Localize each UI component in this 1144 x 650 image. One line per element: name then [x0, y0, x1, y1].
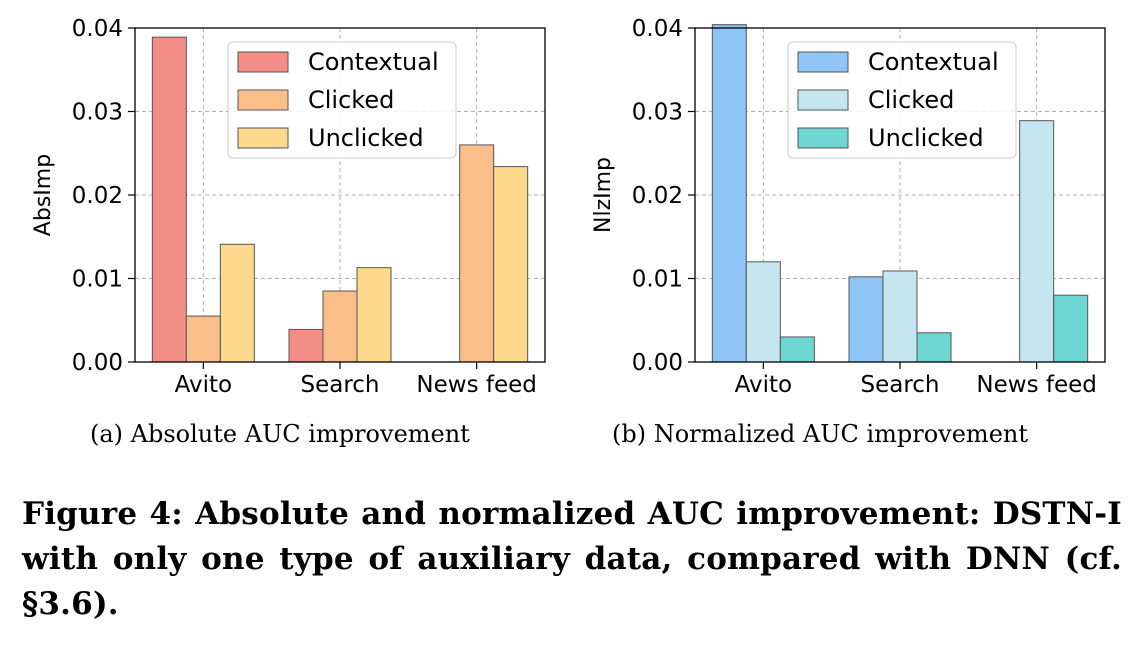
- bar-clicked-avito: [185, 315, 221, 363]
- y-tick-label: 0.04: [632, 16, 683, 42]
- chart-normalized-auc: 0.00 0.01 0.02 0.03 0.04 Avito Search News feed…: [591, 16, 1106, 398]
- bar-clicked-search: [322, 290, 358, 363]
- bar-contextual-avito: [711, 24, 747, 363]
- y-tick-label: 0.00: [72, 350, 123, 376]
- figure-caption: Figure 4: Absolute and normalized AUC im…: [22, 496, 1122, 622]
- bar-unclicked-avito: [219, 243, 255, 363]
- bar-contextual-search: [288, 328, 324, 363]
- legend-label: Contextual: [308, 48, 439, 76]
- bar-unclicked-news-feed: [493, 166, 529, 363]
- bar-contextual-search: [848, 276, 884, 363]
- y-tick-label: 0.02: [72, 183, 123, 209]
- x-tick-label: News feed: [416, 372, 536, 398]
- legend-swatch: [797, 51, 849, 73]
- y-axis-label: AbsImp: [31, 154, 56, 236]
- bar-clicked-news-feed: [459, 144, 495, 363]
- bar-clicked-news-feed: [1019, 120, 1055, 363]
- plot-frame: [694, 27, 1106, 363]
- y-tick-label: 0.03: [72, 100, 123, 126]
- legend-label: Clicked: [308, 86, 394, 114]
- bar-unclicked-news-feed: [1053, 294, 1089, 363]
- y-tick-label: 0.02: [632, 183, 683, 209]
- bar-unclicked-avito: [779, 336, 815, 363]
- bar-contextual-avito: [151, 36, 187, 363]
- y-axis-label: NlzImp: [591, 157, 616, 233]
- subcaption-a: (a) Absolute AUC improvement: [90, 420, 470, 448]
- legend-swatch: [797, 127, 849, 149]
- x-tick-label: Avito: [175, 372, 232, 398]
- bar-clicked-avito: [745, 261, 781, 363]
- legend-label: Contextual: [868, 48, 999, 76]
- y-tick-label: 0.01: [72, 267, 123, 293]
- bar-unclicked-search: [916, 332, 952, 363]
- x-tick-label: Avito: [735, 372, 792, 398]
- legend-swatch: [237, 89, 289, 111]
- legend-swatch: [237, 127, 289, 149]
- y-tick-label: 0.03: [632, 100, 683, 126]
- plot-frame: [134, 27, 546, 363]
- x-tick-label: News feed: [976, 372, 1096, 398]
- y-tick-label: 0.04: [72, 16, 123, 42]
- legend-swatch: [237, 51, 289, 73]
- legend-label: Clicked: [868, 86, 954, 114]
- bar-unclicked-search: [356, 267, 392, 363]
- y-tick-label: 0.01: [632, 267, 683, 293]
- x-tick-label: Search: [300, 372, 379, 398]
- chart-absolute-auc: 0.00 0.01 0.02 0.03 0.04 Avito Search News feed…: [31, 16, 546, 398]
- legend-label: Unclicked: [308, 124, 424, 152]
- subcaption-b: (b) Normalized AUC improvement: [612, 420, 1028, 448]
- bar-clicked-search: [882, 270, 918, 363]
- legend-label: Unclicked: [868, 124, 984, 152]
- x-tick-label: Search: [860, 372, 939, 398]
- y-tick-label: 0.00: [632, 350, 683, 376]
- legend-swatch: [797, 89, 849, 111]
